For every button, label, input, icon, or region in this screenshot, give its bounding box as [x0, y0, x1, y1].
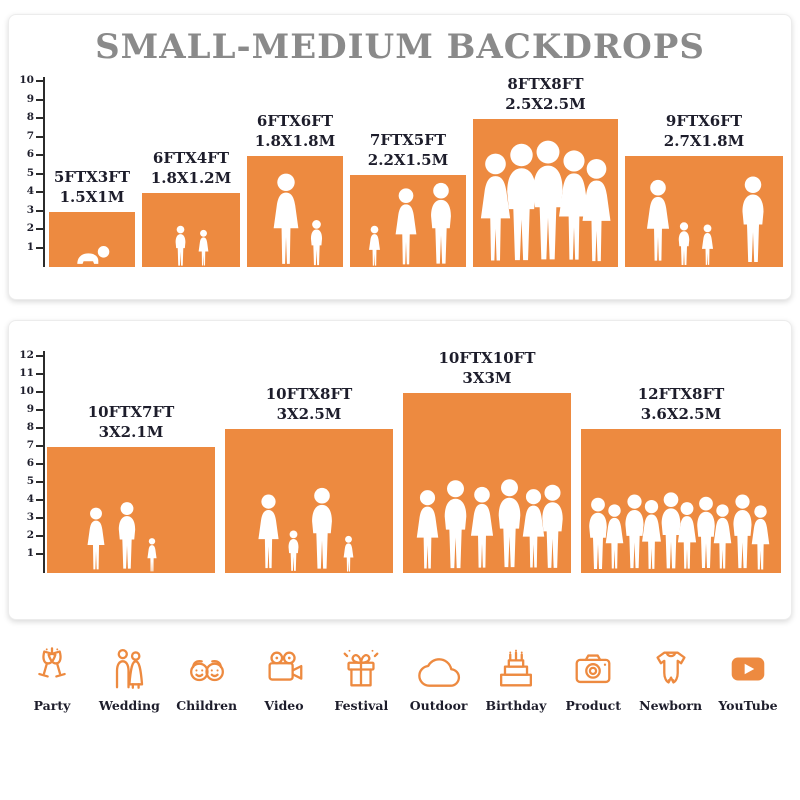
- backdrop-label: 5FTX3FT 1.5X1M: [54, 168, 130, 207]
- backdrop-12x8: 12FTX8FT 3.6X2.5M: [581, 385, 781, 573]
- backdrop-size-m: 3X2.5M: [276, 404, 342, 423]
- backdrop-rect: [581, 429, 781, 573]
- backdrop-label: 10FTX8FT 3X2.5M: [266, 385, 353, 424]
- backdrop-rect: [142, 193, 240, 267]
- backdrop-size-ft: 9FTX6FT: [665, 112, 743, 130]
- backdrop-size-m: 3.6X2.5M: [640, 404, 722, 423]
- backdrop-rect: [625, 156, 783, 267]
- category-children: Children: [171, 646, 243, 713]
- backdrop-10x7: 10FTX7FT 3X2.1M: [47, 403, 215, 573]
- backdrop-10x8: 10FTX8FT 3X2.5M: [225, 385, 393, 573]
- party-glasses-icon: [38, 647, 66, 678]
- category-bar: Party Wedding Children: [16, 646, 784, 713]
- backdrop-label: 10FTX10FT 3X3M: [438, 349, 535, 388]
- backdrop-size-m: 3X3M: [462, 368, 512, 387]
- category-label: YouTube: [718, 698, 778, 713]
- backdrop-label: 7FTX5FT 2.2X1.5M: [368, 131, 448, 170]
- photo-camera-icon: [575, 654, 611, 684]
- backdrop-size-ft: 6FTX4FT: [152, 149, 230, 167]
- backdrop-size-m: 1.5X1M: [59, 187, 125, 206]
- crowd-silhouette: [589, 492, 770, 570]
- backdrop-rect: [49, 212, 135, 267]
- youtube-play-icon: [731, 657, 765, 681]
- backdrop-size-ft: 12FTX8FT: [637, 385, 725, 403]
- birthday-cake-icon: [499, 649, 532, 687]
- video-camera-icon: [268, 651, 303, 681]
- category-label: Children: [176, 698, 238, 713]
- couple-child-silhouette: [87, 502, 157, 572]
- backdrop-9x6: 9FTX6FT 2.7X1.8M: [625, 112, 783, 267]
- backdrop-size-m: 1.8X1.2M: [150, 168, 232, 187]
- backdrop-label: 8FTX8FT 2.5X2.5M: [505, 75, 585, 114]
- category-product: Product: [557, 646, 629, 713]
- mother-children-silhouette: [273, 173, 323, 266]
- category-outdoor: Outdoor: [403, 646, 475, 713]
- backdrop-rect: [473, 119, 618, 267]
- category-label: Outdoor: [409, 698, 468, 713]
- category-label: Party: [33, 698, 71, 713]
- backdrop-10x10: 10FTX10FT 3X3M: [403, 349, 571, 573]
- backdrop-size-ft: 7FTX5FT: [369, 131, 447, 149]
- category-newborn: Newborn: [635, 646, 707, 713]
- backdrop-label: 6FTX6FT 1.8X1.8M: [255, 112, 335, 151]
- category-birthday: Birthday: [480, 646, 552, 713]
- family-walking-silhouette: [258, 487, 354, 572]
- size-ruler: 1 2 3 4 5 6 7 8 9 10 11 12: [19, 350, 45, 573]
- small-backdrops-panel: SMALL-MEDIUM BACKDROPS 1 2 3 4 5 6 7 8 9 10 5FTX3…: [8, 14, 792, 300]
- backdrop-rect: [47, 447, 215, 573]
- baby-silhouette: [77, 246, 110, 264]
- category-label: Newborn: [639, 698, 703, 713]
- medium-backdrops-panel: 1 2 3 4 5 6 7 8 9 10 11 12 10FTX7FT 3X2.1M 10FTX8FT…: [8, 320, 792, 620]
- bottom-size-chart: 1 2 3 4 5 6 7 8 9 10 11 12 10FTX7FT 3X2.1M 10FTX8FT…: [9, 341, 791, 619]
- category-wedding: Wedding: [93, 646, 165, 713]
- backdrop-6x4: 6FTX4FT 1.8X1.2M: [142, 149, 240, 267]
- backdrop-label: 6FTX4FT 1.8X1.2M: [151, 149, 231, 188]
- backdrop-size-m: 3X2.1M: [98, 422, 164, 441]
- backdrop-size-ft: 5FTX3FT: [53, 168, 131, 186]
- backdrop-size-m: 2.2X1.5M: [367, 150, 449, 169]
- backdrop-label: 12FTX8FT 3.6X2.5M: [638, 385, 725, 424]
- page-title: SMALL-MEDIUM BACKDROPS: [95, 27, 705, 67]
- category-label: Video: [264, 698, 304, 713]
- backdrop-size-ft: 10FTX7FT: [87, 403, 175, 421]
- size-ruler: 1 2 3 4 5 6 7 8 9 10: [19, 75, 45, 267]
- backdrop-size-m: 2.5X2.5M: [505, 94, 586, 113]
- group-silhouette: [416, 479, 563, 569]
- children-faces-icon: [189, 660, 224, 682]
- family-silhouette: [369, 182, 451, 266]
- backdrop-size-m: 1.8X1.8M: [254, 131, 336, 150]
- backdrop-size-m: 2.7X1.8M: [663, 131, 745, 150]
- group-silhouette: [480, 140, 611, 262]
- backdrop-rect: [403, 393, 571, 573]
- top-size-chart: 1 2 3 4 5 6 7 8 9 10 5FTX3FT 1.5X1M 6FTX4FT 1.8X1…: [9, 67, 791, 299]
- family-silhouette: [646, 176, 764, 265]
- category-label: Festival: [334, 698, 389, 713]
- gift-icon: [343, 649, 379, 687]
- backdrop-rect: [225, 429, 393, 573]
- category-youtube: YouTube: [712, 646, 784, 713]
- category-label: Wedding: [98, 698, 160, 713]
- backdrop-rect: [247, 156, 343, 267]
- baby-onesie-icon: [656, 651, 686, 684]
- children-silhouette: [175, 225, 209, 266]
- category-party: Party: [16, 646, 88, 713]
- category-label: Birthday: [485, 698, 547, 713]
- backdrop-size-ft: 10FTX8FT: [265, 385, 353, 403]
- backdrop-8x8: 8FTX8FT 2.5X2.5M: [473, 75, 618, 267]
- backdrop-label: 10FTX7FT 3X2.1M: [88, 403, 175, 442]
- backdrop-size-ft: 8FTX8FT: [507, 75, 584, 93]
- backdrop-size-ft: 6FTX6FT: [256, 112, 334, 130]
- category-label: Product: [565, 698, 622, 713]
- backdrop-label: 9FTX6FT 2.7X1.8M: [664, 112, 744, 151]
- backdrop-6x6: 6FTX6FT 1.8X1.8M: [247, 112, 343, 267]
- category-video: Video: [248, 646, 320, 713]
- backdrop-size-ft: 10FTX10FT: [438, 349, 536, 367]
- backdrop-7x5: 7FTX5FT 2.2X1.5M: [350, 131, 466, 267]
- cloud-icon: [417, 658, 460, 687]
- category-festival: Festival: [325, 646, 397, 713]
- wedding-couple-icon: [116, 648, 144, 689]
- backdrop-rect: [350, 175, 466, 267]
- backdrop-5x3: 5FTX3FT 1.5X1M: [49, 168, 135, 267]
